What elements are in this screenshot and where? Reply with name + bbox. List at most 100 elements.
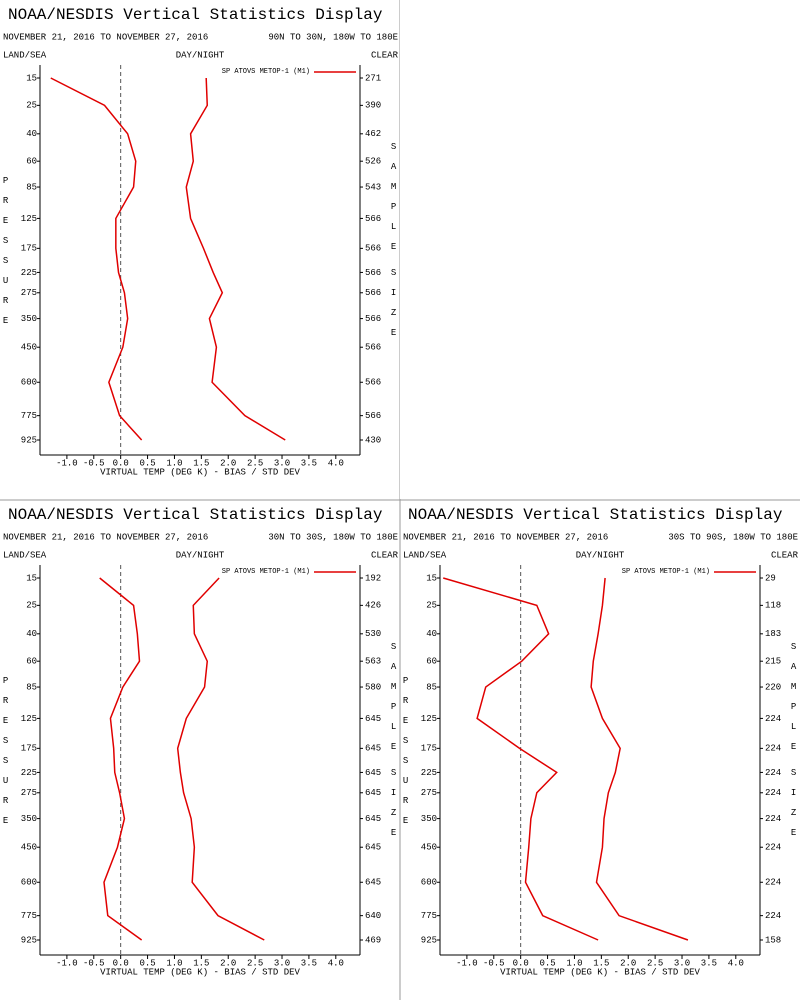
x-tick-label: 3.5 — [301, 958, 317, 968]
x-tick-label: 0.5 — [139, 458, 155, 468]
sample-size: 526 — [365, 157, 381, 167]
sample-size: 566 — [365, 314, 381, 324]
y-axis-label: PRESSURE — [1, 676, 11, 836]
right-header: CLEAR — [771, 550, 799, 560]
y-tick-label: 775 — [21, 911, 37, 921]
x-tick-label: 4.0 — [728, 958, 744, 968]
legend-label: SP ATOVS METOP-1 (M1) — [622, 568, 710, 576]
y-tick-label: 225 — [21, 768, 37, 778]
y-tick-label: 450 — [21, 843, 37, 853]
sample-size: 645 — [365, 768, 381, 778]
y-tick-label: 350 — [21, 314, 37, 324]
x-tick-label: 0.5 — [539, 958, 555, 968]
y-tick-label: 275 — [421, 788, 437, 798]
std-dev-line — [185, 77, 286, 441]
y2-axis-label: SAMPLE — [389, 142, 399, 262]
date-range: NOVEMBER 21, 2016 TO NOVEMBER 27, 2016 — [3, 32, 208, 42]
x-tick-label: -1.0 — [56, 458, 78, 468]
sample-size: 566 — [365, 411, 381, 421]
sample-size: 224 — [765, 843, 781, 853]
sample-size: 426 — [365, 601, 381, 611]
date-range: NOVEMBER 21, 2016 TO NOVEMBER 27, 2016 — [3, 532, 208, 542]
y2-axis-label: SIZE — [789, 768, 799, 848]
x-tick-label: -0.5 — [83, 458, 105, 468]
y-tick-label: 25 — [26, 101, 37, 111]
y-tick-label: 85 — [426, 682, 437, 692]
y-tick-label: 125 — [21, 714, 37, 724]
y-tick-label: 925 — [21, 935, 37, 945]
region: 90N TO 30N, 180W TO 180E — [268, 32, 398, 42]
y-tick-label: 350 — [21, 814, 37, 824]
right-header: CLEAR — [371, 550, 399, 560]
y-tick-label: 85 — [26, 182, 37, 192]
x-tick-label: 4.0 — [328, 458, 344, 468]
sample-size: 645 — [365, 788, 381, 798]
left-header: LAND/SEA — [3, 50, 47, 60]
sample-size: 192 — [365, 573, 381, 583]
sample-size: 566 — [365, 214, 381, 224]
sample-size: 224 — [765, 768, 781, 778]
y-tick-label: 15 — [26, 73, 37, 83]
y-tick-label: 15 — [426, 573, 437, 583]
bias-line — [443, 577, 599, 941]
center-header: DAY/NIGHT — [176, 50, 225, 60]
sample-size: 645 — [365, 714, 381, 724]
y-tick-label: 40 — [426, 629, 437, 639]
y2-axis-label: SIZE — [389, 268, 399, 348]
sample-size: 645 — [365, 843, 381, 853]
sample-size: 224 — [765, 878, 781, 888]
y-tick-label: 175 — [21, 244, 37, 254]
y-tick-label: 450 — [21, 343, 37, 353]
y-tick-label: 125 — [421, 714, 437, 724]
y-tick-label: 450 — [421, 843, 437, 853]
sample-size: 469 — [365, 935, 381, 945]
x-tick-label: 2.0 — [220, 458, 236, 468]
y-tick-label: 60 — [426, 657, 437, 667]
x-tick-label: -1.0 — [456, 958, 478, 968]
date-range: NOVEMBER 21, 2016 TO NOVEMBER 27, 2016 — [403, 532, 608, 542]
sample-size: 220 — [765, 682, 781, 692]
y-tick-label: 600 — [421, 878, 437, 888]
y-tick-label: 60 — [26, 657, 37, 667]
sample-size: 543 — [365, 182, 381, 192]
y2-axis-label: SIZE — [389, 768, 399, 848]
x-tick-label: 0.0 — [113, 458, 129, 468]
x-tick-label: 0.0 — [513, 958, 529, 968]
sample-size: 158 — [765, 935, 781, 945]
y-tick-label: 600 — [21, 878, 37, 888]
y-tick-label: 350 — [421, 814, 437, 824]
y-tick-label: 925 — [21, 435, 37, 445]
y-tick-label: 225 — [421, 768, 437, 778]
sample-size: 118 — [765, 601, 781, 611]
sample-size: 224 — [765, 744, 781, 754]
x-tick-label: 0.5 — [139, 958, 155, 968]
x-tick-label: -1.0 — [56, 958, 78, 968]
x-tick-label: 3.0 — [674, 958, 690, 968]
center-header: DAY/NIGHT — [176, 550, 225, 560]
x-tick-label: 2.0 — [220, 958, 236, 968]
sample-size: 224 — [765, 714, 781, 724]
x-tick-label: 1.0 — [566, 958, 582, 968]
empty-panel — [400, 0, 800, 499]
title: NOAA/NESDIS Vertical Statistics Display — [8, 6, 383, 24]
x-tick-label: 0.0 — [113, 958, 129, 968]
sample-size: 29 — [765, 573, 776, 583]
y2-axis-label: SAMPLE — [789, 642, 799, 762]
sample-size: 645 — [365, 814, 381, 824]
y-tick-label: 275 — [21, 288, 37, 298]
x-tick-label: 1.0 — [166, 458, 182, 468]
center-header: DAY/NIGHT — [576, 550, 625, 560]
sample-size: 645 — [365, 878, 381, 888]
y-tick-label: 85 — [26, 682, 37, 692]
legend-label: SP ATOVS METOP-1 (M1) — [222, 568, 310, 576]
title: NOAA/NESDIS Vertical Statistics Display — [408, 506, 783, 524]
x-tick-label: 3.0 — [274, 958, 290, 968]
x-tick-label: -0.5 — [483, 958, 505, 968]
y-tick-label: 925 — [421, 935, 437, 945]
sample-size: 224 — [765, 814, 781, 824]
bias-line — [50, 77, 143, 441]
sample-size: 183 — [765, 629, 781, 639]
sample-size: 645 — [365, 744, 381, 754]
y-tick-label: 225 — [21, 268, 37, 278]
